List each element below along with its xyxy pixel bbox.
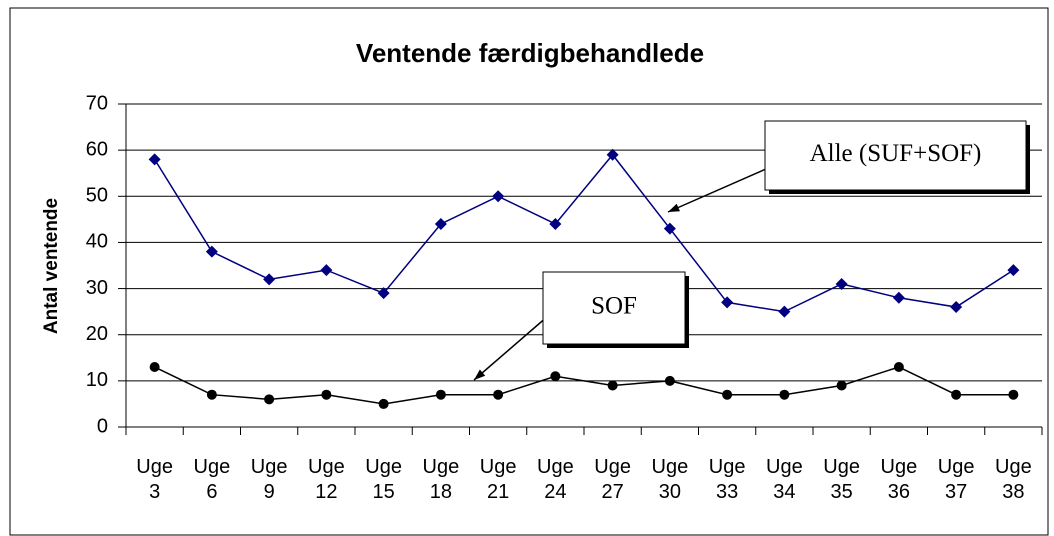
marker [435, 389, 446, 400]
callout-arrowhead [668, 203, 680, 212]
series-line [153, 153, 1014, 313]
x-tick-label: Uge 15 [365, 456, 402, 503]
callout-arrow [473, 315, 549, 381]
marker [492, 190, 505, 203]
y-tick-label: 20 [86, 323, 108, 345]
x-tick-label: Uge 33 [708, 456, 746, 503]
marker [836, 380, 847, 391]
marker [205, 245, 218, 258]
x-tick-label: Uge 21 [479, 456, 517, 503]
x-tick-label: Uge 38 [995, 456, 1032, 503]
marker [263, 273, 276, 286]
x-tick-label: Uge 36 [880, 456, 918, 503]
y-tick-label: 60 [86, 138, 108, 160]
marker [951, 389, 962, 400]
marker [434, 217, 447, 230]
marker [321, 389, 332, 400]
y-tick-label: 0 [97, 415, 108, 437]
marker [493, 389, 504, 400]
x-tick-label: Uge 30 [651, 456, 689, 503]
marker [206, 389, 217, 400]
marker [778, 305, 791, 318]
marker [550, 371, 561, 382]
marker [264, 394, 275, 405]
y-tick-label: 10 [86, 369, 108, 391]
chart-title: Ventende færdigbehandlede [356, 38, 704, 68]
series-line [154, 366, 1014, 405]
marker [549, 217, 562, 230]
callout-box [542, 271, 686, 345]
marker [1008, 389, 1019, 400]
marker [606, 148, 619, 161]
x-tick-label: Uge 35 [823, 456, 860, 503]
callout-box [764, 120, 1027, 191]
x-tick-label: Uge 18 [422, 456, 460, 503]
callout-label: SOF [591, 293, 637, 320]
marker [607, 380, 618, 391]
y-tick-label: 30 [86, 277, 108, 299]
x-tick-label: Uge 3 [136, 456, 173, 503]
marker [950, 301, 963, 314]
marker [1007, 264, 1020, 277]
y-tick-label: 40 [86, 231, 108, 253]
marker [892, 291, 905, 304]
x-tick-label: Uge 6 [193, 456, 231, 503]
chart-frame [9, 7, 1049, 536]
x-tick-label: Uge 37 [937, 456, 975, 503]
marker [663, 222, 676, 235]
marker [721, 296, 734, 309]
callout-label: Alle (SUF+SOF) [810, 140, 982, 167]
marker [149, 362, 160, 373]
marker [722, 389, 733, 400]
marker [320, 264, 333, 277]
callout-arrowhead [474, 369, 486, 380]
y-tick-label: 70 [86, 92, 108, 114]
x-tick-label: Uge 24 [537, 456, 574, 503]
x-tick-label: Uge 12 [308, 456, 345, 503]
marker [835, 277, 848, 290]
marker [378, 398, 389, 409]
marker [148, 153, 161, 166]
y-tick-label: 50 [86, 185, 108, 207]
marker [377, 287, 390, 300]
x-tick-label: Uge 34 [766, 456, 803, 503]
x-tick-label: Uge 27 [594, 456, 631, 503]
marker [779, 389, 790, 400]
marker [664, 375, 675, 386]
x-tick-label: Uge 9 [250, 456, 288, 503]
callout-arrow [667, 164, 776, 213]
y-axis-label: Antal ventende [41, 198, 62, 334]
marker [893, 362, 904, 373]
